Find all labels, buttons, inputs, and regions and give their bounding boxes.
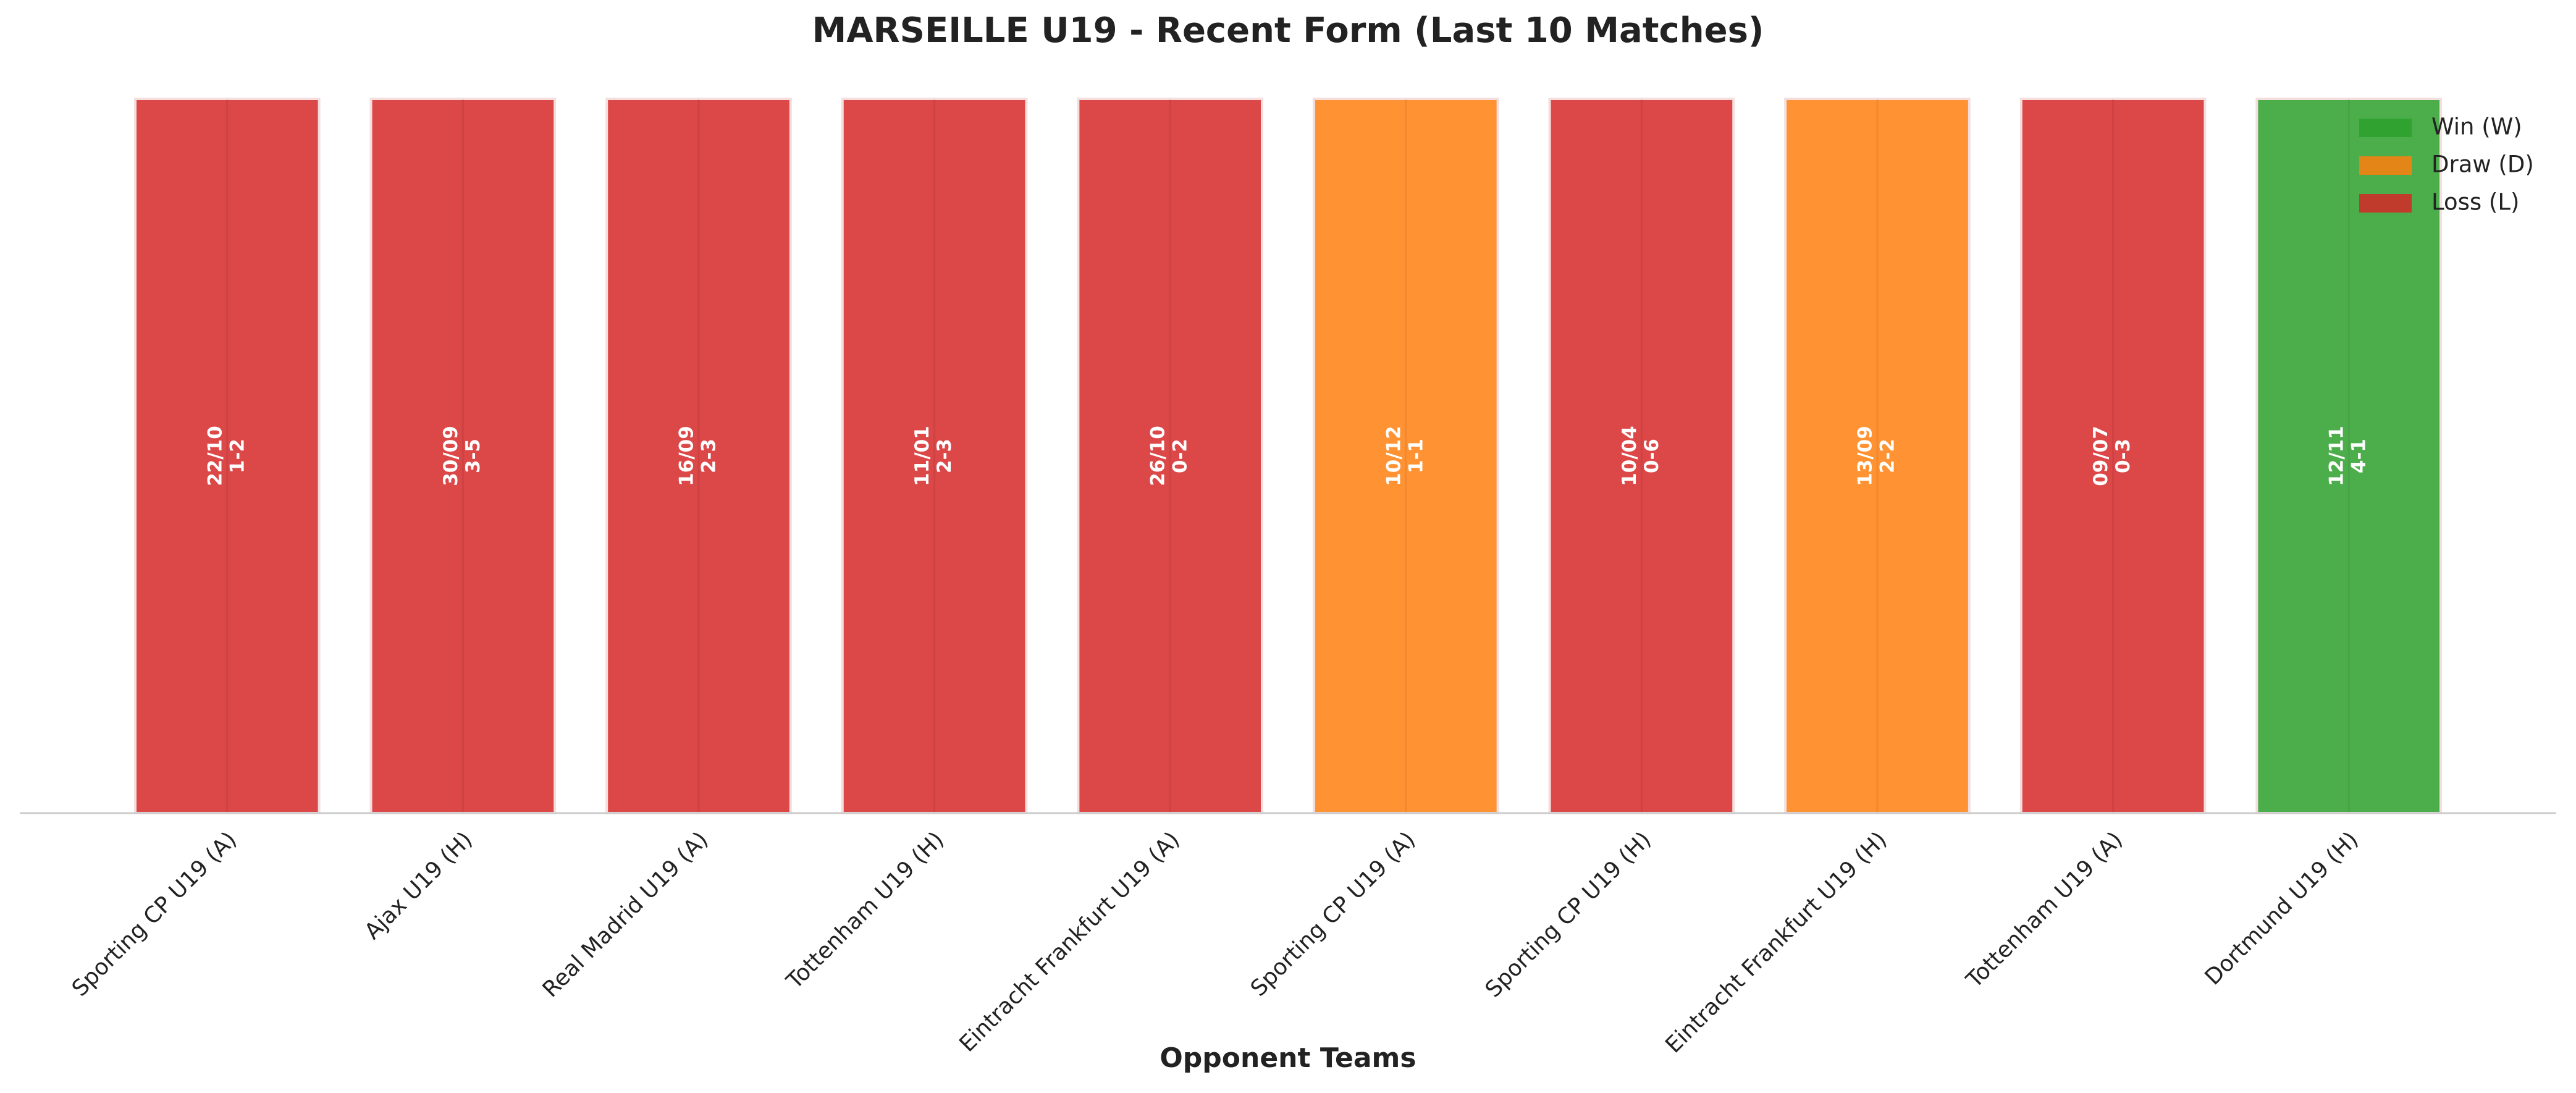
bar-date-label: 26/10	[1147, 426, 1169, 486]
x-tick-label: Dortmund U19 (H)	[2200, 827, 2363, 990]
bar-score-label: 4-1	[2348, 439, 2370, 473]
chart-title: MARSEILLE U19 - Recent Form (Last 10 Mat…	[812, 11, 1764, 51]
x-tick-label: Sporting CP U19 (H)	[1481, 827, 1656, 1002]
x-tick-label: Real Madrid U19 (A)	[538, 827, 713, 1002]
bar	[841, 98, 1028, 814]
bar	[369, 98, 557, 814]
bar-score-label: 2-2	[1877, 439, 1899, 473]
x-tick-label: Tottenham U19 (A)	[1961, 827, 2128, 993]
bar	[2255, 98, 2443, 814]
bar-score-label: 2-3	[698, 439, 720, 473]
x-tick-label: Ajax U19 (H)	[360, 827, 477, 944]
bar-date-label: 13/09	[1854, 426, 1877, 486]
bar	[133, 98, 321, 814]
x-tick-label: Sporting CP U19 (A)	[67, 827, 242, 1001]
bar	[1077, 98, 1264, 814]
legend-label: Loss (L)	[2431, 189, 2519, 216]
legend-label: Draw (D)	[2431, 151, 2534, 178]
x-tick-label: Sporting CP U19 (A)	[1246, 827, 1420, 1001]
bar-date-label: 30/09	[440, 426, 462, 486]
x-axis-title: Opponent Teams	[1160, 1042, 1416, 1074]
bar-date-label: 10/12	[1383, 426, 1405, 486]
legend-swatch	[2359, 156, 2412, 175]
bar	[1548, 98, 1735, 814]
legend-swatch	[2359, 119, 2412, 137]
bar-date-label: 09/07	[2090, 426, 2112, 486]
bar-score-label: 1-2	[226, 439, 248, 473]
x-tick-label: Eintracht Frankfurt U19 (H)	[1661, 827, 1892, 1058]
bar-score-label: 1-1	[1405, 439, 1427, 473]
bar-score-label: 3-5	[462, 439, 484, 473]
x-tick-label: Eintracht Frankfurt U19 (A)	[954, 827, 1184, 1057]
bar-score-label: 2-3	[933, 439, 956, 473]
bar-date-label: 10/04	[1618, 426, 1641, 486]
bar-date-label: 16/09	[676, 426, 698, 486]
bar	[1784, 98, 1971, 814]
bar	[1312, 98, 1499, 814]
bar-date-label: 12/11	[2326, 426, 2348, 486]
legend-swatch	[2359, 194, 2412, 213]
bar-score-label: 0-6	[1641, 439, 1663, 473]
bar-date-label: 11/01	[911, 426, 933, 486]
legend-label: Win (W)	[2431, 114, 2522, 140]
bar-date-label: 22/10	[204, 426, 226, 486]
x-tick-label: Tottenham U19 (H)	[781, 827, 949, 994]
bar-score-label: 0-3	[2112, 439, 2134, 473]
bar	[605, 98, 792, 814]
bar-score-label: 0-2	[1169, 439, 1192, 473]
